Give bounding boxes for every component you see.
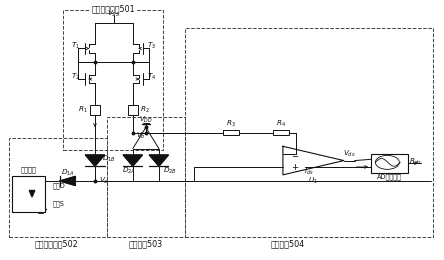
- Bar: [371, 154, 408, 173]
- Bar: [223, 130, 238, 135]
- Text: $V_b$: $V_b$: [136, 131, 146, 141]
- Text: $R_1$: $R_1$: [78, 105, 87, 115]
- Bar: [273, 130, 289, 135]
- Bar: [90, 105, 100, 115]
- Text: $T_1$: $T_1$: [71, 41, 80, 51]
- Text: $+$: $+$: [291, 162, 299, 172]
- Text: $R_3$: $R_3$: [226, 119, 236, 129]
- Text: $-$: $-$: [291, 150, 299, 159]
- Text: $U_1$: $U_1$: [309, 176, 318, 186]
- Text: $V_{SS}$: $V_{SS}$: [107, 9, 121, 19]
- Text: 漏极D: 漏极D: [52, 183, 65, 189]
- Polygon shape: [85, 155, 104, 166]
- Polygon shape: [59, 176, 75, 186]
- Text: 微电流源部分501: 微电流源部分501: [91, 4, 135, 14]
- Text: $V_a$: $V_a$: [99, 176, 108, 186]
- Bar: [63, 10, 163, 150]
- Text: $D_{2B}$: $D_{2B}$: [163, 166, 177, 176]
- Text: 待测器件: 待测器件: [20, 166, 36, 173]
- Text: $T_4$: $T_4$: [147, 72, 157, 82]
- Text: $R_2$: $R_2$: [140, 105, 150, 115]
- Bar: [9, 138, 107, 237]
- Polygon shape: [29, 191, 35, 197]
- Text: 源极S: 源极S: [53, 200, 64, 207]
- Text: $R_4$: $R_4$: [276, 119, 285, 129]
- Text: $T_3$: $T_3$: [147, 41, 157, 51]
- Bar: [185, 28, 433, 237]
- Text: AD采样调理: AD采样调理: [377, 173, 402, 180]
- Text: $V_{ds}$: $V_{ds}$: [343, 149, 355, 159]
- Text: $T_2$: $T_2$: [71, 72, 80, 82]
- Text: $R_{ds}$: $R_{ds}$: [409, 157, 422, 167]
- Text: $I_{ds}$: $I_{ds}$: [304, 167, 314, 177]
- Text: 运算部分504: 运算部分504: [270, 239, 304, 248]
- Text: $V_{DD}$: $V_{DD}$: [139, 115, 153, 125]
- Text: $D_{1A}$: $D_{1A}$: [60, 168, 75, 178]
- Text: 高压阻塞部分502: 高压阻塞部分502: [35, 239, 79, 248]
- Text: $D_{1B}$: $D_{1B}$: [102, 154, 116, 164]
- Text: 钳位部分503: 钳位部分503: [129, 239, 163, 248]
- Bar: [107, 117, 185, 237]
- Text: $D_{2A}$: $D_{2A}$: [122, 166, 135, 176]
- Polygon shape: [123, 155, 143, 166]
- Bar: [12, 176, 45, 212]
- Polygon shape: [149, 155, 168, 166]
- Bar: [128, 105, 138, 115]
